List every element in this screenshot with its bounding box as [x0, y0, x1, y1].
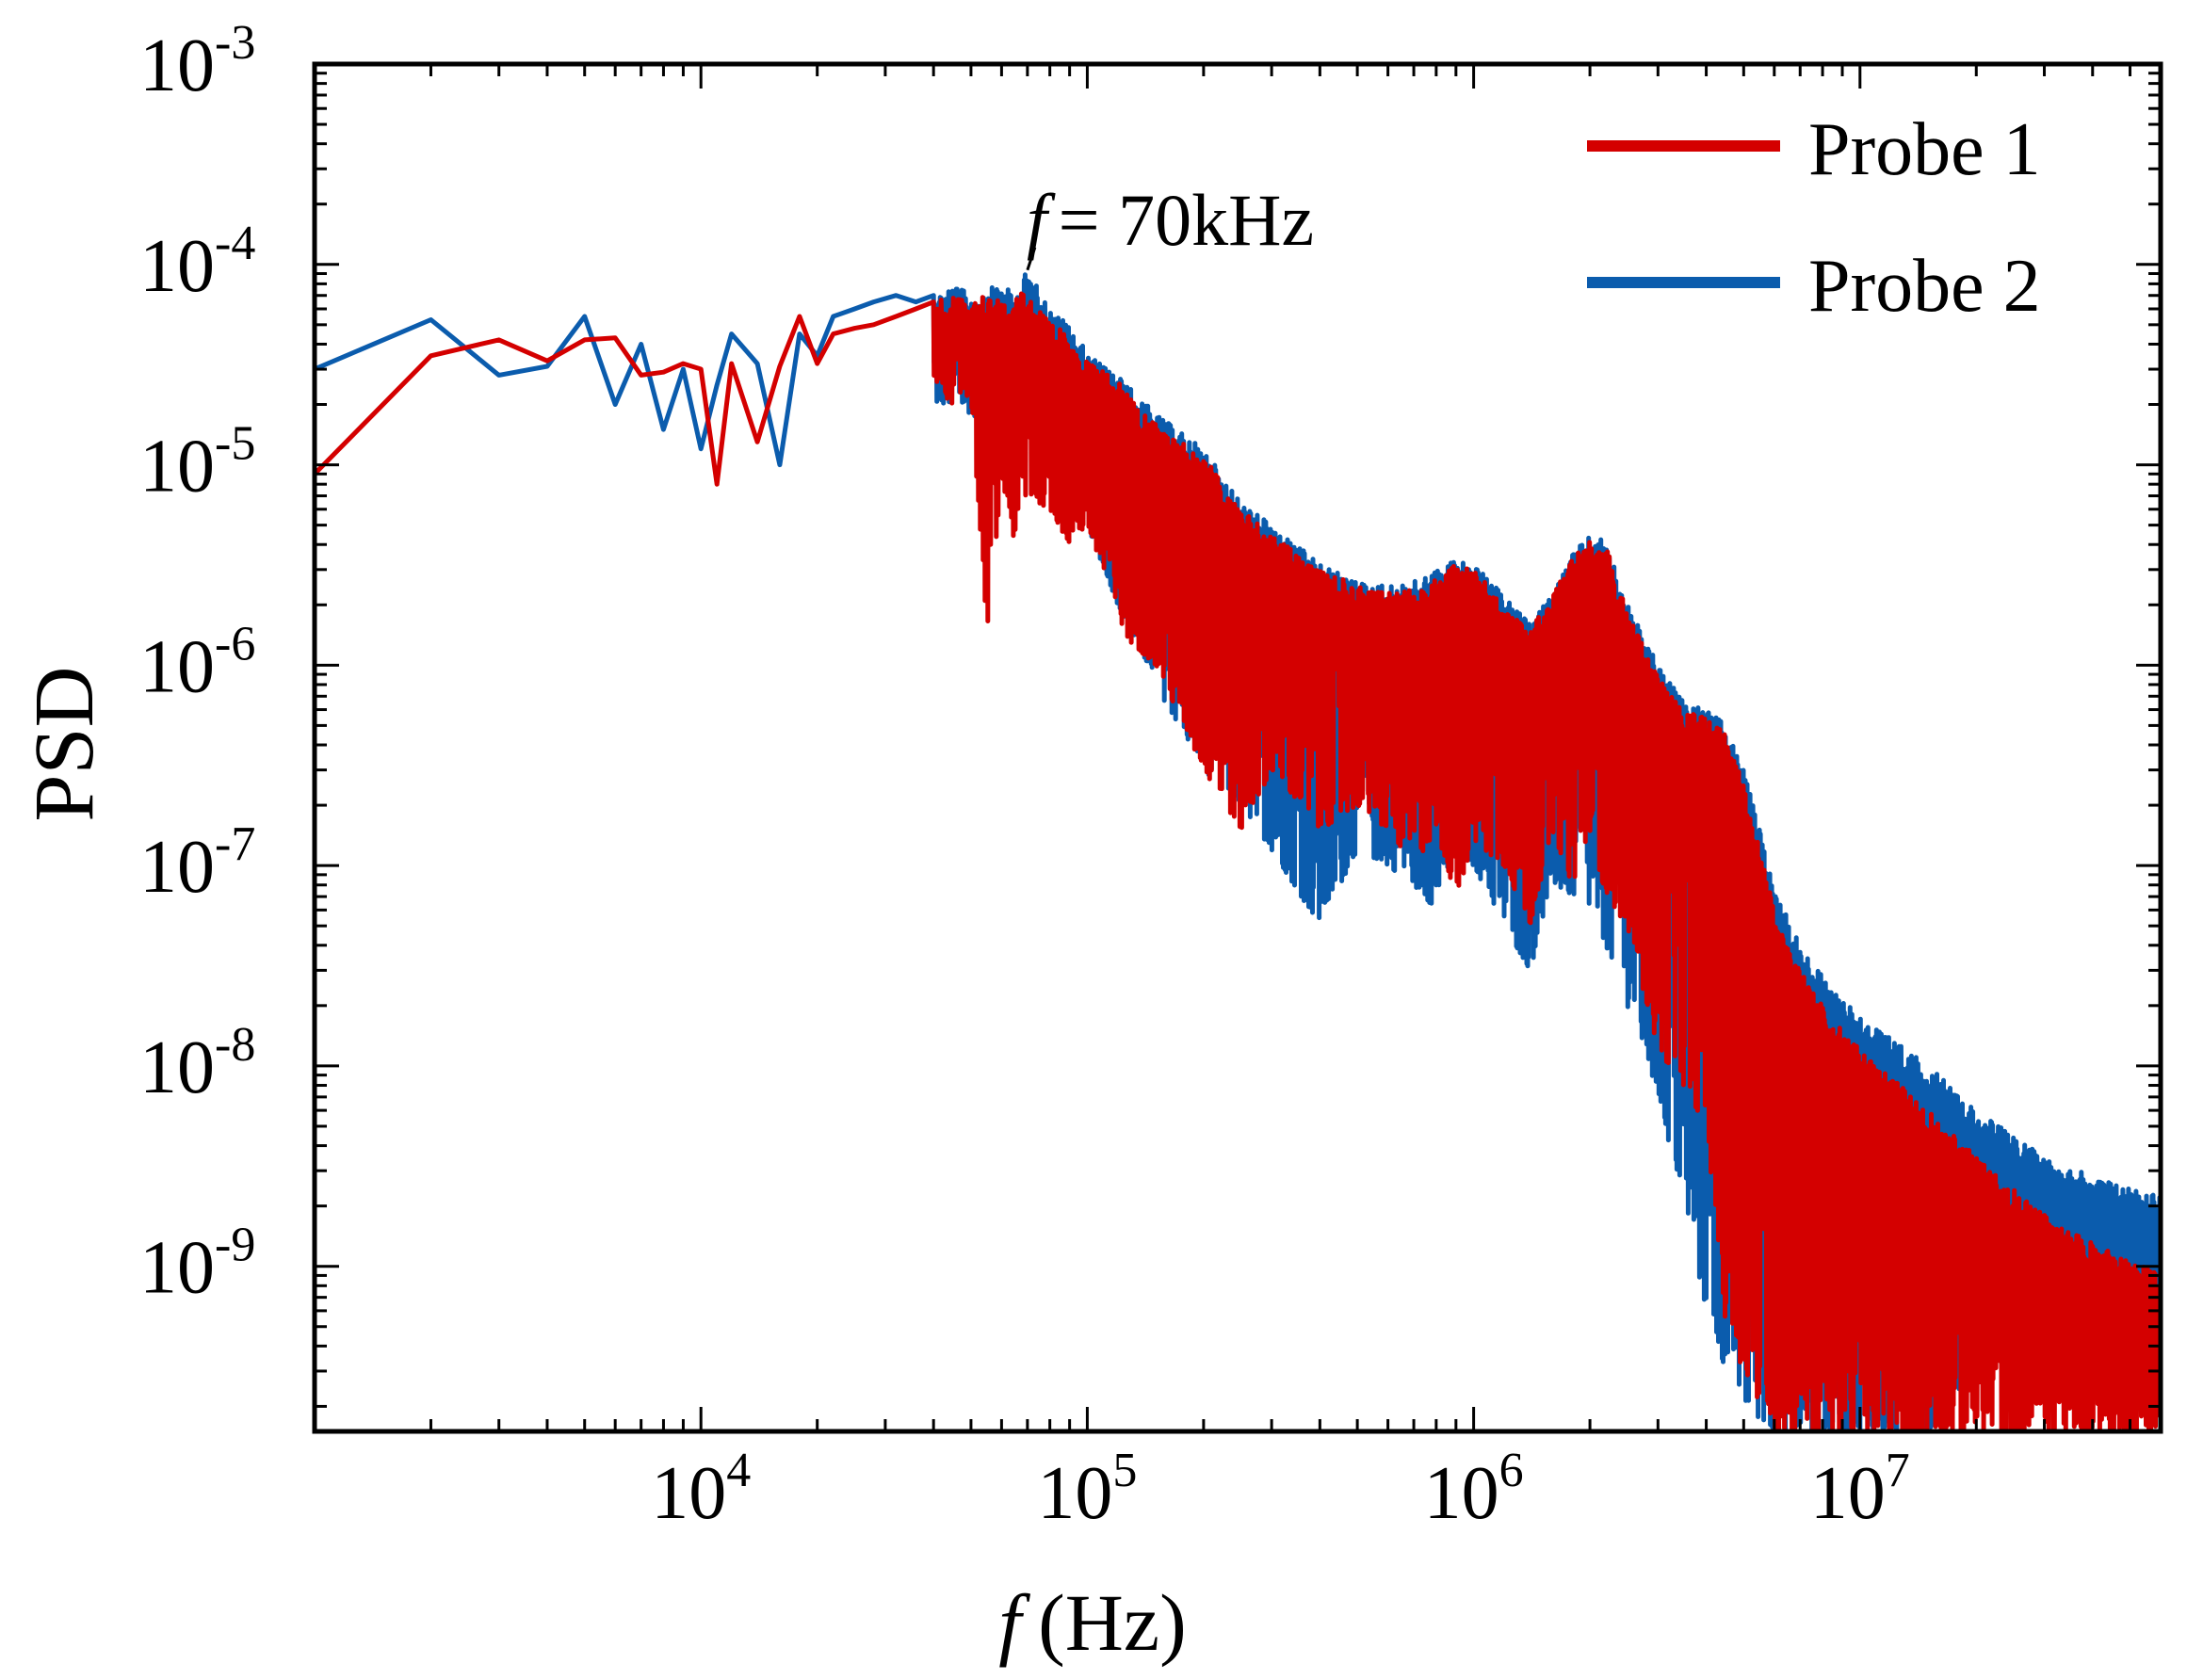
y-tick-exponent: -5: [215, 417, 255, 471]
y-tick-label: 10-6: [139, 617, 255, 708]
series-layer: [315, 272, 2161, 1431]
y-tick-base: 10: [139, 426, 215, 509]
y-tick-label: 10-5: [139, 417, 255, 509]
x-tick-label: 107: [1810, 1444, 1910, 1535]
x-tick-base: 10: [1037, 1452, 1112, 1535]
y-tick-exponent: -6: [215, 617, 255, 670]
y-tick-exponent: -3: [215, 16, 255, 70]
series-line-probe-1: [315, 291, 2161, 1431]
annotation-value: = 70kHz: [1059, 179, 1314, 261]
annotation-leader: [1026, 247, 1037, 271]
x-tick-exponent: 7: [1886, 1444, 1910, 1497]
y-tick-exponent: -7: [215, 817, 255, 871]
y-tick-label: 10-8: [139, 1018, 255, 1109]
y-tick-base: 10: [139, 24, 215, 107]
x-tick-label: 105: [1037, 1444, 1137, 1535]
y-tick-base: 10: [139, 1227, 215, 1310]
x-tick-base: 10: [1810, 1452, 1886, 1535]
x-tick-label: 106: [1424, 1444, 1524, 1535]
y-tick-label: 10-3: [139, 16, 255, 107]
x-tick-exponent: 5: [1112, 1444, 1137, 1497]
plot-frame: [312, 61, 2163, 1434]
legend-label-probe-2: Probe 2: [1808, 245, 2041, 328]
y-tick-base: 10: [139, 826, 215, 909]
x-tick-base: 10: [651, 1452, 726, 1535]
legend: Probe 1 Probe 2: [1587, 108, 2041, 328]
y-tick-exponent: -8: [215, 1018, 255, 1072]
annotation-text: f = 70kHz: [1027, 179, 1314, 261]
y-tick-label: 10-4: [139, 217, 255, 308]
y-tick-label: 10-7: [139, 817, 255, 909]
peak-annotation: f = 70kHz: [1026, 179, 1314, 271]
x-axis-label: f (Hz): [998, 1577, 1186, 1668]
x-axis-label-unit: (Hz): [1038, 1577, 1187, 1668]
y-tick-exponent: -4: [215, 217, 255, 270]
legend-label-probe-1: Probe 1: [1808, 108, 2041, 191]
x-tick-label: 104: [651, 1444, 751, 1535]
y-tick-exponent: -9: [215, 1219, 255, 1272]
y-tick-label: 10-9: [139, 1219, 255, 1310]
x-tick-exponent: 4: [726, 1444, 751, 1497]
y-tick-base: 10: [139, 1026, 215, 1109]
y-tick-base: 10: [139, 625, 215, 708]
x-tick-base: 10: [1424, 1452, 1499, 1535]
y-axis-label: PSD: [18, 666, 111, 821]
y-tick-base: 10: [139, 225, 215, 308]
x-tick-exponent: 6: [1499, 1444, 1524, 1497]
